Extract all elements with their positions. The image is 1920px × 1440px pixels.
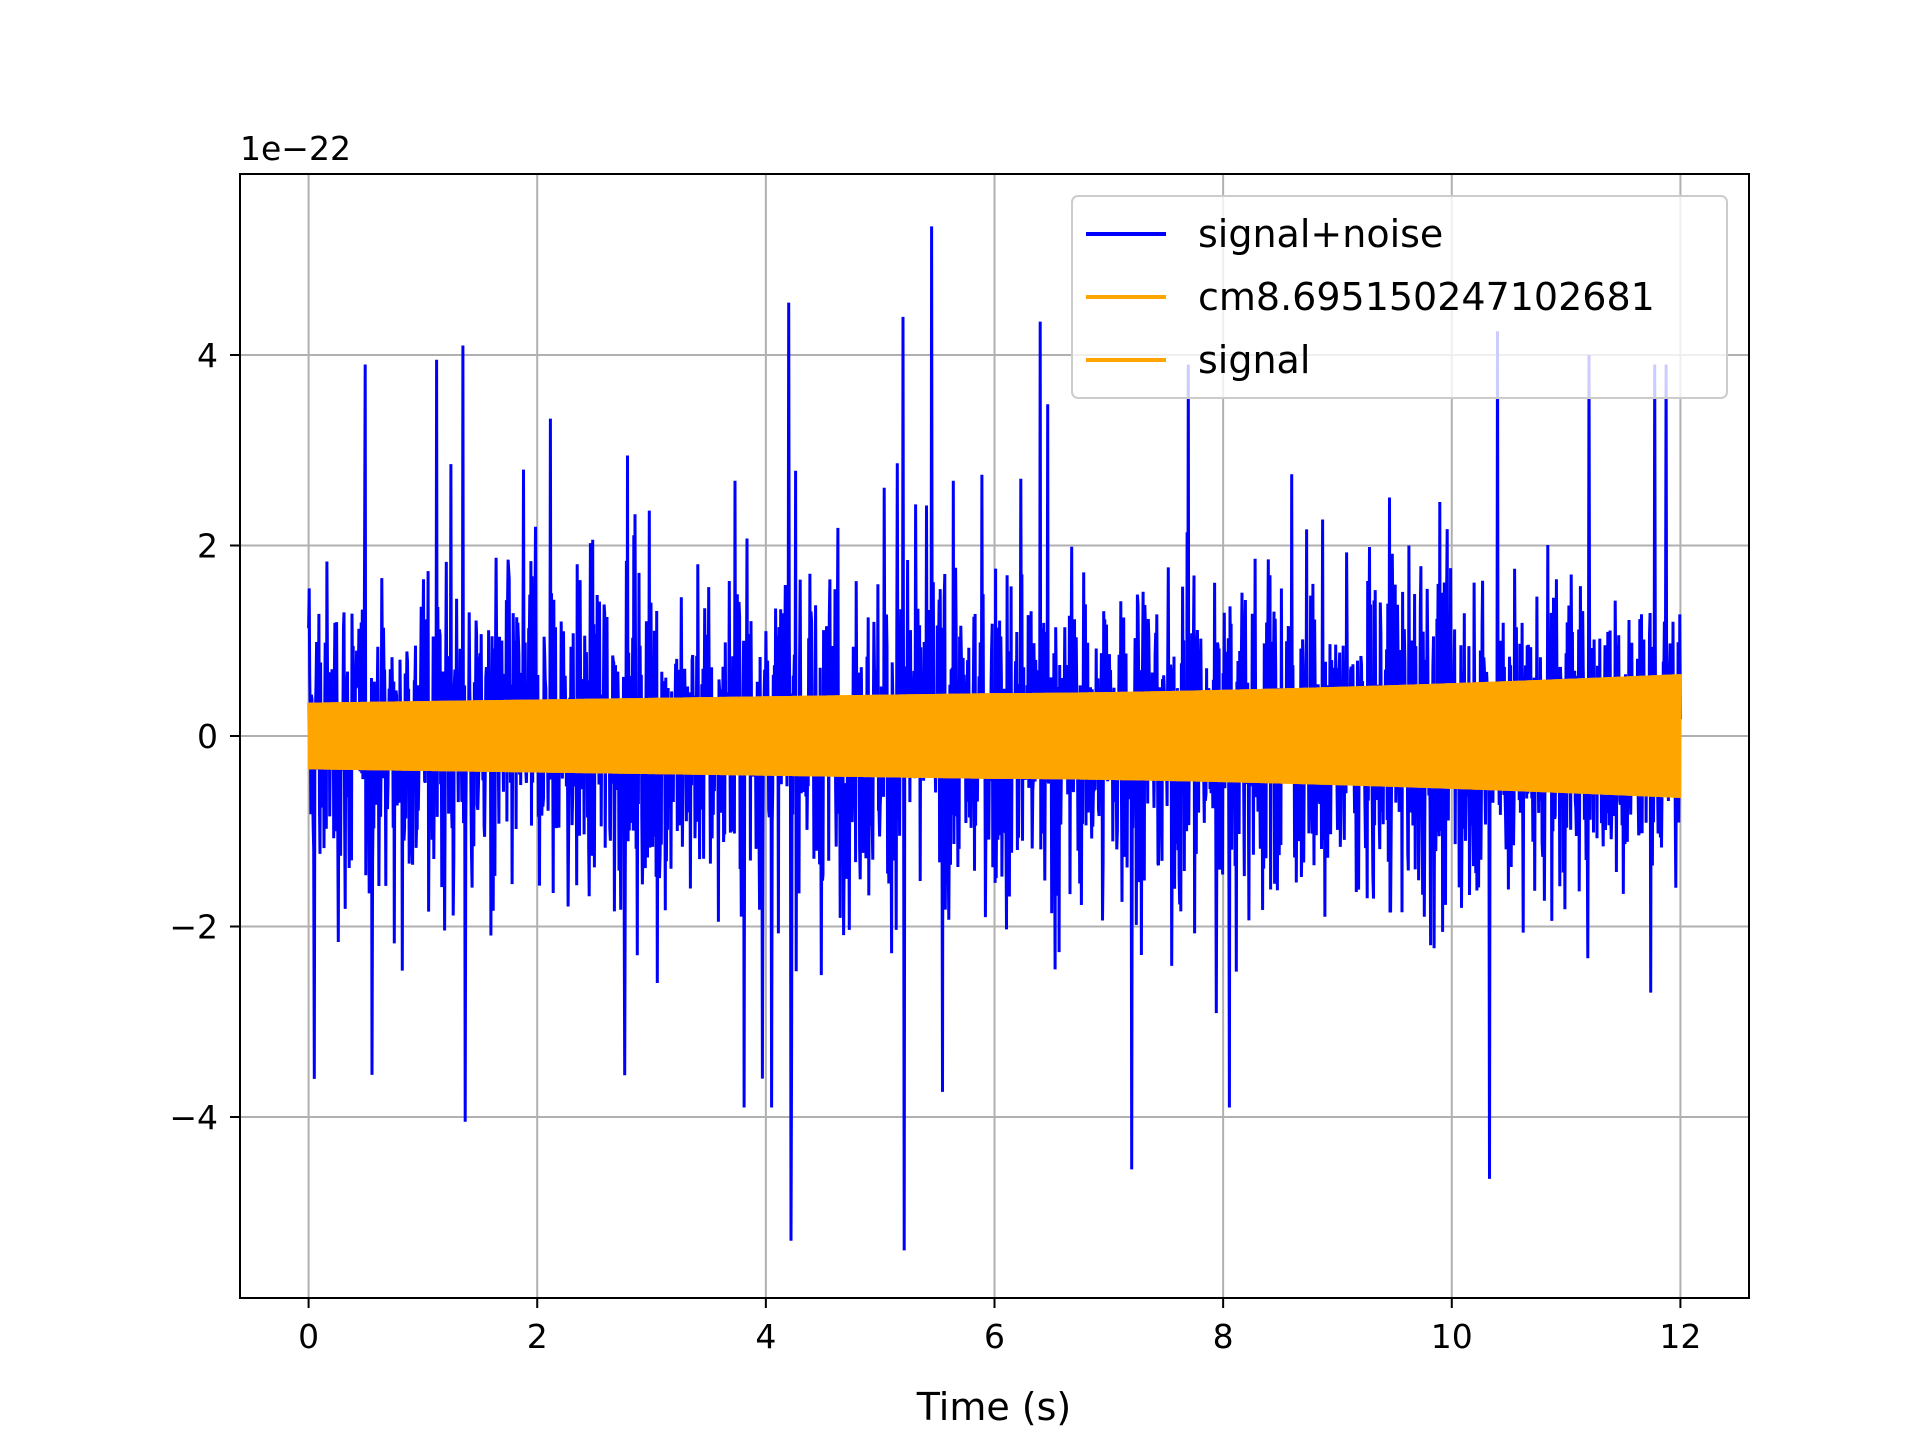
y-tick-label: −2: [169, 908, 218, 947]
x-tick-label: 4: [755, 1317, 776, 1356]
x-axis: 0 2 4 6 8 10 12: [298, 1298, 1701, 1356]
x-tick-label: 0: [298, 1317, 319, 1356]
y-tick-label: 4: [197, 336, 218, 375]
x-tick-label: 12: [1659, 1317, 1701, 1356]
y-tick-label: 2: [197, 526, 218, 565]
y-tick-label: 0: [197, 717, 218, 756]
series-layer: [307, 226, 1682, 1251]
y-offset-label: 1e−22: [240, 129, 351, 168]
plot-area: [307, 226, 1682, 1251]
legend-label: cm8.695150247102681: [1198, 275, 1655, 319]
x-tick-label: 2: [527, 1317, 548, 1356]
legend-box: [1071, 195, 1728, 399]
x-tick-label: 8: [1213, 1317, 1234, 1356]
x-tick-label: 10: [1431, 1317, 1473, 1356]
series-band-cm: [308, 674, 1681, 798]
x-tick-label: 6: [984, 1317, 1005, 1356]
x-axis-title: Time (s): [916, 1385, 1072, 1429]
legend-label: signal: [1198, 338, 1310, 382]
y-tick-label: −4: [169, 1098, 218, 1137]
legend: signal+noise cm8.695150247102681 signal: [1071, 195, 1728, 399]
y-axis: −4 −2 0 2 4: [169, 336, 240, 1137]
legend-label: signal+noise: [1198, 212, 1443, 256]
